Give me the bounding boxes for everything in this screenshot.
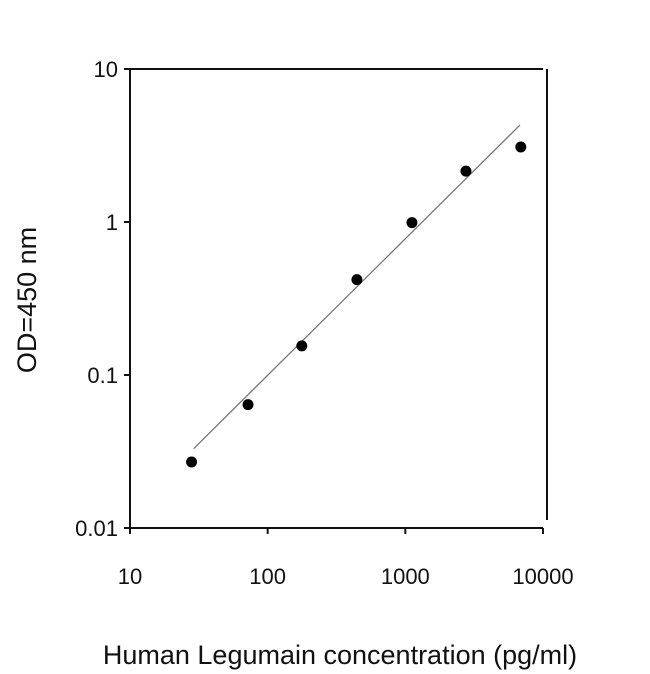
y-tick-label: 10 bbox=[94, 57, 118, 82]
x-tick-label: 100 bbox=[249, 564, 286, 589]
x-axis-title: Human Legumain concentration (pg/ml) bbox=[103, 640, 577, 670]
data-point bbox=[242, 399, 254, 411]
data-point bbox=[296, 340, 308, 352]
data-point bbox=[406, 217, 418, 229]
y-axis-title: OD=450 nm bbox=[12, 227, 42, 373]
x-tick-label: 10000 bbox=[512, 564, 573, 589]
x-axis-ticks: 10 100 1000 10000 bbox=[118, 528, 574, 589]
y-tick-label: 1 bbox=[106, 210, 118, 235]
x-tick-label: 10 bbox=[118, 564, 142, 589]
data-point bbox=[515, 141, 527, 153]
x-tick-label: 1000 bbox=[381, 564, 430, 589]
data-point bbox=[460, 165, 472, 177]
data-point bbox=[351, 274, 363, 286]
y-tick-label: 0.1 bbox=[87, 363, 118, 388]
data-point bbox=[186, 456, 198, 468]
plot-frame bbox=[129, 68, 548, 529]
y-axis-ticks: 0.01 0.1 1 10 bbox=[75, 57, 130, 541]
fit-line bbox=[193, 124, 521, 450]
regression-line bbox=[193, 124, 521, 450]
y-tick-label: 0.01 bbox=[75, 516, 118, 541]
data-points bbox=[186, 141, 527, 468]
